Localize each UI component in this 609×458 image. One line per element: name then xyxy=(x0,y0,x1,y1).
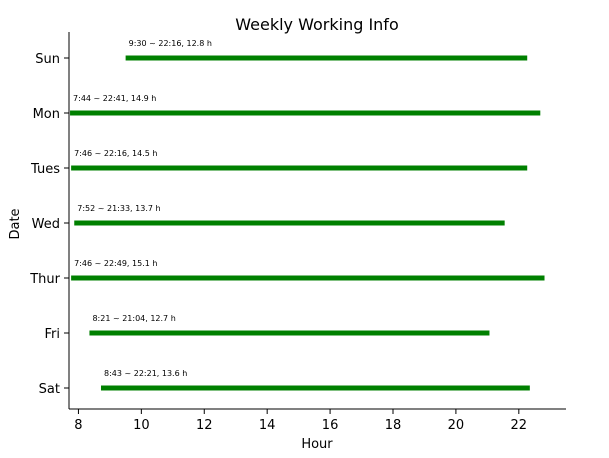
y-tick-label: Mon xyxy=(33,107,60,122)
x-tick-label: 12 xyxy=(196,418,213,433)
range-annotation: 7:52 ~ 21:33, 13.7 h xyxy=(77,204,160,213)
range-annotation: 7:46 ~ 22:49, 15.1 h xyxy=(74,259,157,268)
chart-title: Weekly Working Info xyxy=(235,15,398,34)
x-tick-label: 20 xyxy=(448,418,465,433)
range-annotation: 7:44 ~ 22:41, 14.9 h xyxy=(73,94,156,103)
y-tick-label: Wed xyxy=(32,217,60,232)
range-annotation: 8:43 ~ 22:21, 13.6 h xyxy=(104,369,187,378)
range-annotation: 8:21 ~ 21:04, 12.7 h xyxy=(92,314,175,323)
range-annotation: 9:30 ~ 22:16, 12.8 h xyxy=(129,39,212,48)
y-tick-label: Sun xyxy=(35,52,60,67)
x-axis-label: Hour xyxy=(301,437,333,452)
x-tick-label: 10 xyxy=(133,418,150,433)
y-tick-label: Tues xyxy=(30,162,60,177)
x-tick-label: 18 xyxy=(385,418,402,433)
range-annotation: 7:46 ~ 22:16, 14.5 h xyxy=(74,149,157,158)
y-tick-label: Sat xyxy=(39,382,60,397)
x-tick-label: 8 xyxy=(74,418,82,433)
x-tick-label: 22 xyxy=(511,418,528,433)
plot-area: 8 10 12 14 16 18 20 22 Sun Mon Tues Wed Thur Fri Sat 9:… xyxy=(29,39,545,433)
y-axis-label: Date xyxy=(8,208,23,239)
y-tick-label: Thur xyxy=(29,272,60,287)
x-tick-label: 16 xyxy=(322,418,339,433)
y-tick-label: Fri xyxy=(45,327,61,342)
x-tick-label: 14 xyxy=(259,418,276,433)
